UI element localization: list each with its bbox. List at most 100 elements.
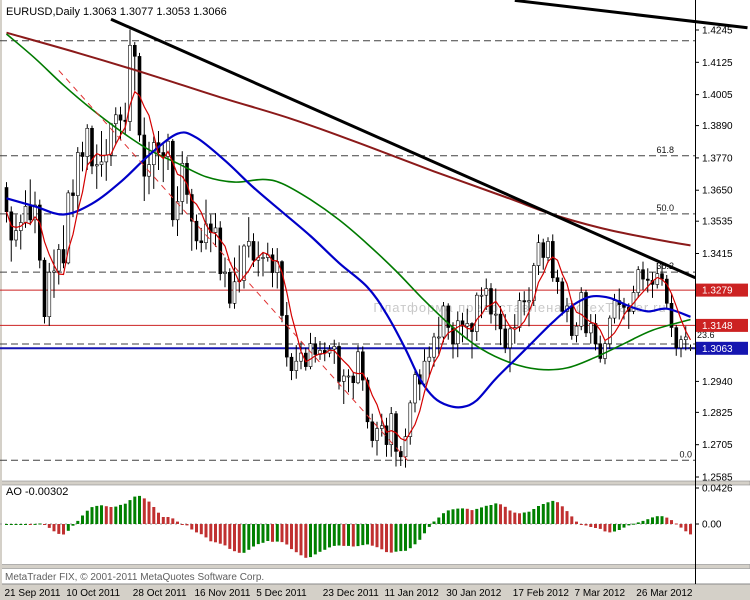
candle-body	[541, 242, 546, 258]
candle-body	[546, 241, 550, 258]
price-tick-label: 1.3650	[702, 186, 733, 197]
ao-bar	[489, 505, 493, 524]
ao-bar	[256, 524, 260, 545]
time-axis[interactable]: 21 Sep 2011 10 Oct 2011 28 Oct 2011 16 Nov …	[5, 588, 693, 599]
price-axis[interactable]: 1.4245 1.4125 1.4005 1.3890 1.3770 1.3650 1.35…	[695, 26, 748, 531]
ao-bar	[660, 516, 664, 524]
ao-bar	[418, 524, 422, 540]
candle-body	[479, 294, 484, 297]
ao-bar	[679, 524, 683, 528]
candle-body	[688, 347, 693, 349]
candle-body	[118, 114, 123, 121]
date-label: 5 Dec 2011	[256, 588, 307, 599]
ao-bar	[76, 520, 80, 524]
price-tag-1.3279: 1.3279	[696, 283, 748, 297]
ao-bar	[684, 524, 688, 532]
ao-bar	[613, 524, 616, 532]
candle-body	[66, 192, 71, 264]
ao-bar	[242, 524, 246, 553]
panel-separator-bottom[interactable]	[0, 564, 750, 569]
candle-body	[522, 300, 527, 303]
ao-bar	[142, 498, 146, 524]
ao-bar	[228, 524, 232, 549]
trendline-downtrend-upper[interactable]	[514, 0, 748, 30]
ao-bar	[185, 524, 189, 526]
ao-bar	[636, 522, 640, 524]
candle-body	[251, 241, 256, 261]
ao-bar	[66, 524, 70, 531]
ao-bar	[85, 510, 89, 524]
candle-body	[199, 240, 204, 244]
ao-bar	[598, 524, 602, 529]
ao-bar	[100, 505, 103, 524]
ao-bar	[19, 524, 23, 525]
candle-body	[641, 269, 645, 280]
candle-body	[365, 379, 370, 423]
candle-body	[474, 294, 479, 332]
ao-bar	[24, 524, 27, 525]
candle-body	[247, 241, 251, 247]
ao-bar	[157, 512, 160, 524]
candle-body	[645, 278, 650, 281]
candle-body	[536, 242, 541, 266]
candle-body	[175, 201, 180, 221]
candle-body	[52, 270, 56, 273]
date-label: 10 Oct 2011	[66, 588, 120, 599]
candle-body	[133, 44, 137, 57]
ao-bar	[646, 519, 650, 524]
candle-body	[669, 302, 674, 328]
ao-bar	[651, 517, 654, 524]
candle-body	[232, 281, 237, 304]
candle-body	[28, 206, 33, 221]
candle-body	[341, 375, 346, 382]
ao-bar	[133, 496, 137, 524]
ao-bar	[385, 524, 388, 553]
trendline-downtrend-main[interactable]	[110, 17, 696, 280]
ao-bar	[356, 524, 360, 547]
fib-level-label: 61.8	[656, 145, 674, 155]
window-left-edge	[0, 0, 2, 600]
ma-red-fast[interactable]	[5, 90, 692, 442]
ma-maroon-slow[interactable]	[6, 31, 691, 247]
ao-bar	[166, 517, 170, 524]
candle-body	[337, 346, 341, 382]
candle-body	[664, 278, 669, 304]
ma-green-medium[interactable]	[5, 33, 691, 371]
candle-body	[655, 273, 660, 285]
candle-body	[289, 356, 294, 372]
ao-bar	[399, 524, 403, 552]
panel-separator-top[interactable]	[0, 480, 750, 486]
ao-bar	[674, 523, 678, 525]
candle-body	[213, 227, 218, 233]
ma-blue-slow[interactable]	[6, 131, 691, 409]
candle-body	[460, 320, 465, 327]
candle-body	[171, 140, 175, 221]
ao-bar	[451, 509, 455, 524]
ao-bar	[199, 524, 203, 535]
candle-body	[470, 323, 474, 332]
candle-body	[104, 154, 109, 163]
ao-bar	[589, 524, 593, 527]
candle-body	[493, 313, 498, 316]
price-tag-value: 1.3279	[702, 286, 733, 297]
candle-body	[584, 292, 588, 334]
candle-body	[128, 44, 132, 122]
ao-bar	[313, 524, 317, 555]
ao-bar	[632, 523, 635, 525]
price-tick-label: 1.3415	[702, 249, 733, 260]
candle-body	[261, 257, 265, 259]
ao-bar	[9, 524, 13, 525]
candle-body	[190, 194, 194, 222]
candle-body	[588, 323, 593, 334]
date-label: 16 Nov 2011	[195, 588, 251, 599]
ao-bar	[541, 504, 545, 524]
candle-body	[351, 375, 356, 383]
candle-body	[142, 134, 147, 177]
ao-bar	[389, 524, 393, 553]
candle-body	[498, 313, 503, 330]
ao-bar	[209, 524, 213, 542]
